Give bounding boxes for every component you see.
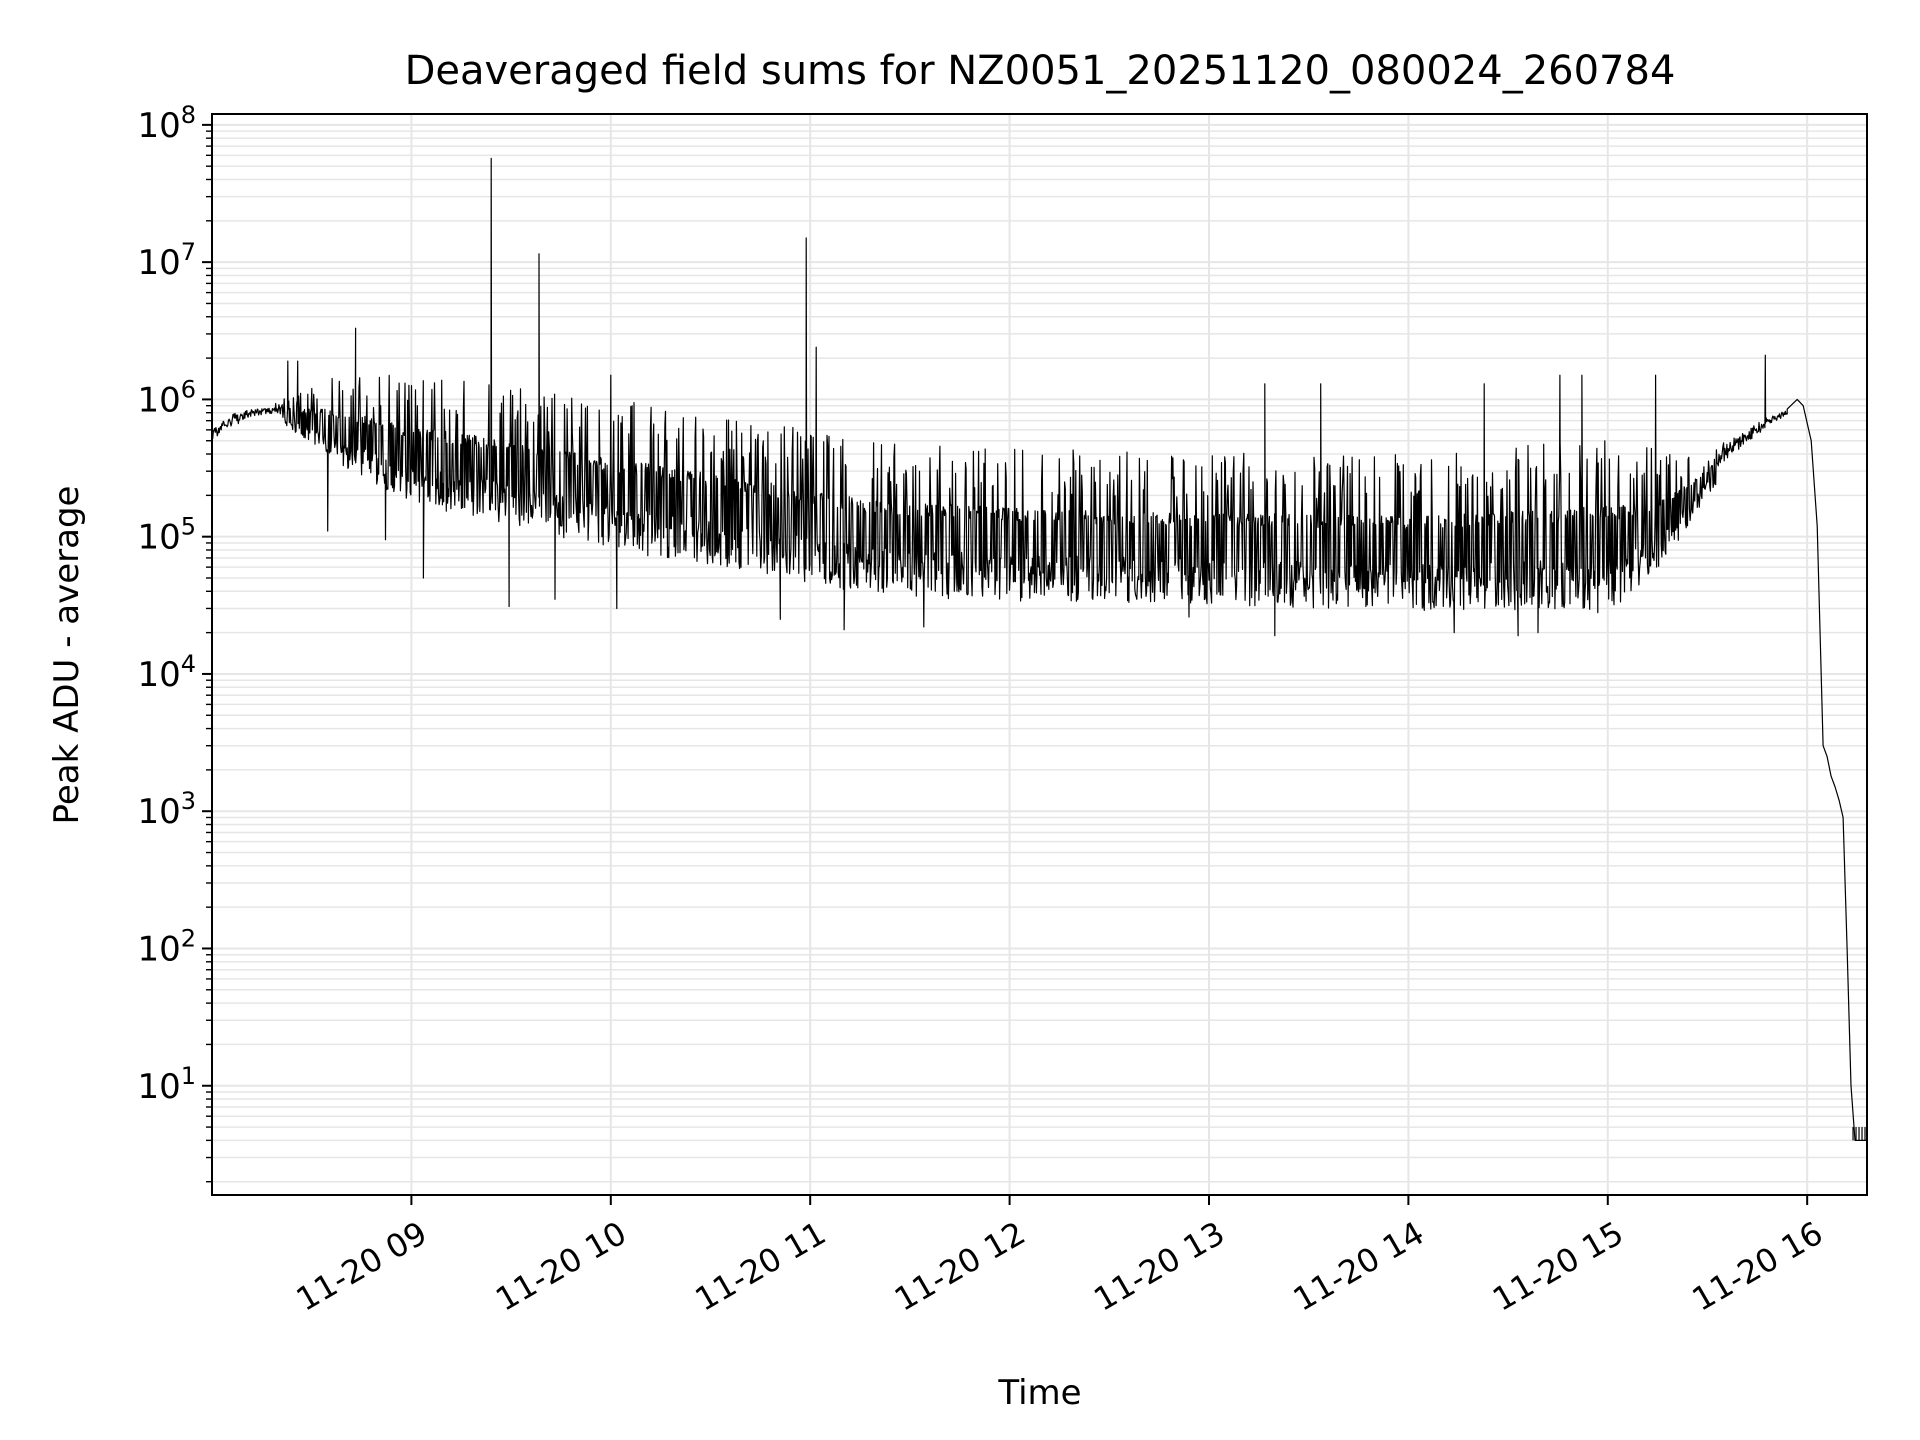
y-tick-label: 101 — [137, 1062, 196, 1107]
y-tick-label: 107 — [137, 238, 196, 283]
y-tick-label: 105 — [137, 513, 196, 558]
plot-area-frame — [211, 113, 1868, 1196]
y-tick-label: 108 — [137, 101, 196, 146]
x-axis-label: Time — [997, 1373, 1081, 1413]
y-tick-label: 104 — [137, 650, 196, 695]
y-axis-label: Peak ADU - average — [47, 486, 87, 825]
y-tick-label: 103 — [137, 787, 196, 832]
chart-title: Deaveraged field sums for NZ0051_2025112… — [405, 48, 1676, 94]
grid-layer — [212, 114, 1867, 1195]
data-layer — [211, 157, 1867, 1141]
y-tick-label: 102 — [137, 924, 196, 969]
series-line-field-sums — [211, 157, 1867, 1141]
y-tick-label: 106 — [137, 375, 196, 420]
